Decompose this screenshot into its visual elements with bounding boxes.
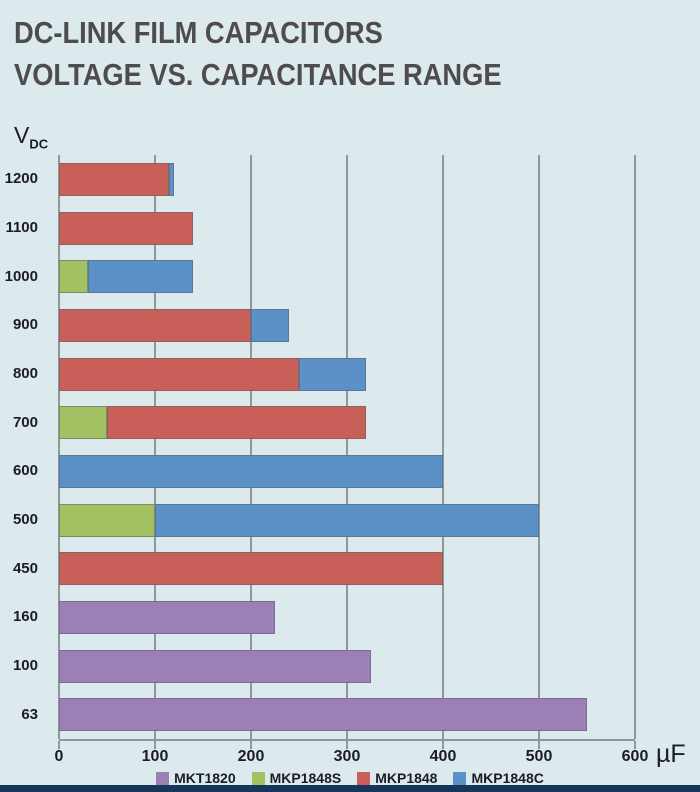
category-label: 1000 xyxy=(4,267,38,285)
category-label: 450 xyxy=(12,559,38,577)
bottom-strip xyxy=(0,785,700,792)
plot-area xyxy=(58,155,636,749)
bar-row xyxy=(59,357,635,391)
axis-tick xyxy=(346,741,348,749)
category-label: 600 xyxy=(12,462,38,480)
bar-segment-mkp1848s xyxy=(59,406,107,440)
bar-row xyxy=(59,454,635,488)
category-label: 700 xyxy=(12,413,38,431)
y-axis-label-sub: DC xyxy=(29,136,49,152)
gridline xyxy=(58,155,60,739)
y-axis-label-main: V xyxy=(14,122,30,148)
bar-segment-mkp1848 xyxy=(59,552,443,586)
category-label: 160 xyxy=(12,608,38,626)
axis-tick xyxy=(154,741,156,749)
legend-item: MKT1820 xyxy=(156,770,236,786)
tick-label: 500 xyxy=(525,748,553,765)
bar-segment-mkp1848c xyxy=(87,260,194,294)
bar-row xyxy=(59,260,635,294)
axis-tick xyxy=(250,741,252,749)
bar-row xyxy=(59,162,635,196)
bar-row xyxy=(59,211,635,245)
bar-segment-mkp1848 xyxy=(59,308,251,342)
bar-row xyxy=(59,503,635,537)
bar-segment-mkp1848 xyxy=(59,162,170,196)
tick-label: 200 xyxy=(237,748,265,765)
tick-label: 600 xyxy=(621,748,649,765)
category-label: 800 xyxy=(12,365,38,382)
legend-item: MKP1848 xyxy=(357,770,437,786)
gridline xyxy=(442,155,444,739)
axis-tick xyxy=(442,741,444,749)
value-axis: 0 100 200 300 400 500 600 xyxy=(0,748,700,768)
category-label: 63 xyxy=(21,705,38,723)
tick-label: 0 xyxy=(54,748,64,765)
bar-row xyxy=(59,308,635,342)
legend-item: MKP1848C xyxy=(453,770,544,786)
category-axis: 1200 1100 1000 900 800 700 600 500 450 160 100 63 xyxy=(0,155,48,739)
bar-segment-mkp1848c xyxy=(155,503,539,537)
bar-row xyxy=(59,698,635,732)
legend: MKT1820 MKP1848S MKP1848 MKP1848C xyxy=(0,770,700,786)
x-unit-label: µF xyxy=(656,740,686,768)
gridline xyxy=(250,155,252,739)
tick-label: 300 xyxy=(333,748,361,765)
bar-row xyxy=(59,406,635,440)
bar-row xyxy=(59,552,635,586)
category-label: 100 xyxy=(12,657,38,674)
legend-item: MKP1848S xyxy=(251,770,342,786)
page-title-line2: VOLTAGE VS. CAPACITANCE RANGE xyxy=(14,57,502,92)
legend-swatch xyxy=(251,771,265,785)
tick-label: 100 xyxy=(141,748,169,765)
page-title: DC-LINK FILM CAPACITORS VOLTAGE VS. CAPA… xyxy=(14,12,502,96)
legend-swatch xyxy=(453,771,467,785)
page-title-line1: DC-LINK FILM CAPACITORS xyxy=(14,15,383,50)
bar-segment-mkp1848c xyxy=(59,454,443,488)
legend-label: MKP1848C xyxy=(471,770,544,786)
axis-tick xyxy=(634,741,636,749)
legend-swatch xyxy=(357,771,371,785)
y-axis-label: VDC xyxy=(14,122,48,152)
bar-segment-mkt1820 xyxy=(59,698,587,732)
legend-swatch xyxy=(156,771,170,785)
bar-segment-mkp1848c xyxy=(251,308,290,342)
gridline xyxy=(346,155,348,739)
legend-label: MKP1848 xyxy=(375,770,438,786)
category-label: 500 xyxy=(12,511,38,528)
category-label: 1100 xyxy=(5,219,38,236)
bar-segment-mkt1820 xyxy=(59,649,371,683)
bar-row xyxy=(59,600,635,634)
gridline xyxy=(634,155,636,739)
bar-segment-mkp1848c xyxy=(299,357,367,391)
bar-segment-mkp1848c xyxy=(169,162,175,196)
bar-segment-mkt1820 xyxy=(59,600,275,634)
gridline xyxy=(538,155,540,739)
bar-segment-mkp1848 xyxy=(107,406,367,440)
category-label: 900 xyxy=(12,316,38,334)
bar-segment-mkp1848s xyxy=(59,260,88,294)
legend-label: MKT1820 xyxy=(174,770,236,786)
tick-label: 400 xyxy=(429,748,457,765)
gridline xyxy=(154,155,156,739)
axis-tick xyxy=(58,741,60,749)
bar-row xyxy=(59,649,635,683)
bar-segment-mkp1848s xyxy=(59,503,155,537)
bar-segment-mkp1848 xyxy=(59,211,194,245)
bar-segment-mkp1848 xyxy=(59,357,299,391)
axis-tick xyxy=(538,741,540,749)
category-label: 1200 xyxy=(4,170,38,188)
legend-label: MKP1848S xyxy=(269,770,342,786)
